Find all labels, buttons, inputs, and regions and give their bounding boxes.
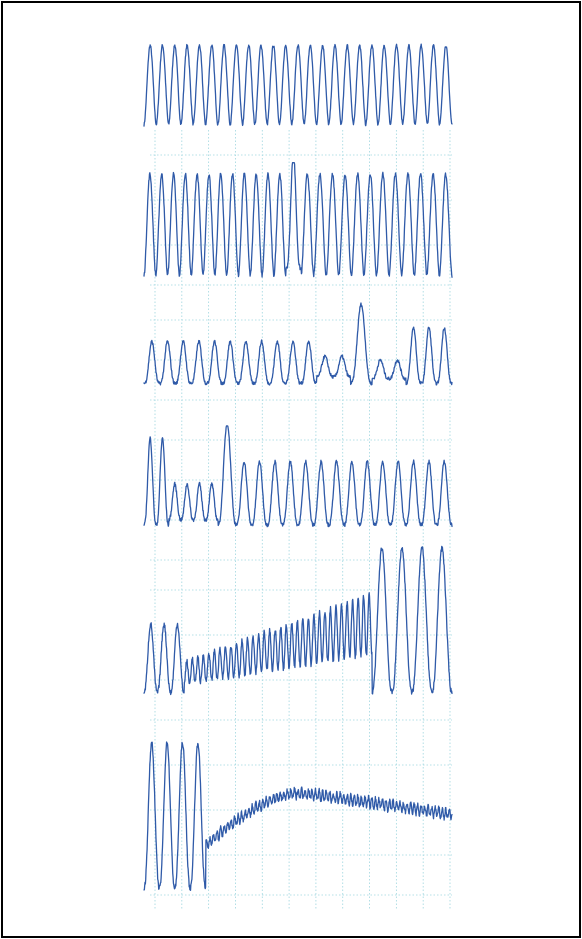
series-line-5 xyxy=(143,545,453,696)
series-line-1 xyxy=(143,43,453,127)
series-line-2 xyxy=(143,162,453,278)
series-line-3 xyxy=(143,302,453,386)
series-line-4 xyxy=(143,425,453,528)
series-line-6 xyxy=(143,741,453,891)
traces xyxy=(143,43,453,891)
